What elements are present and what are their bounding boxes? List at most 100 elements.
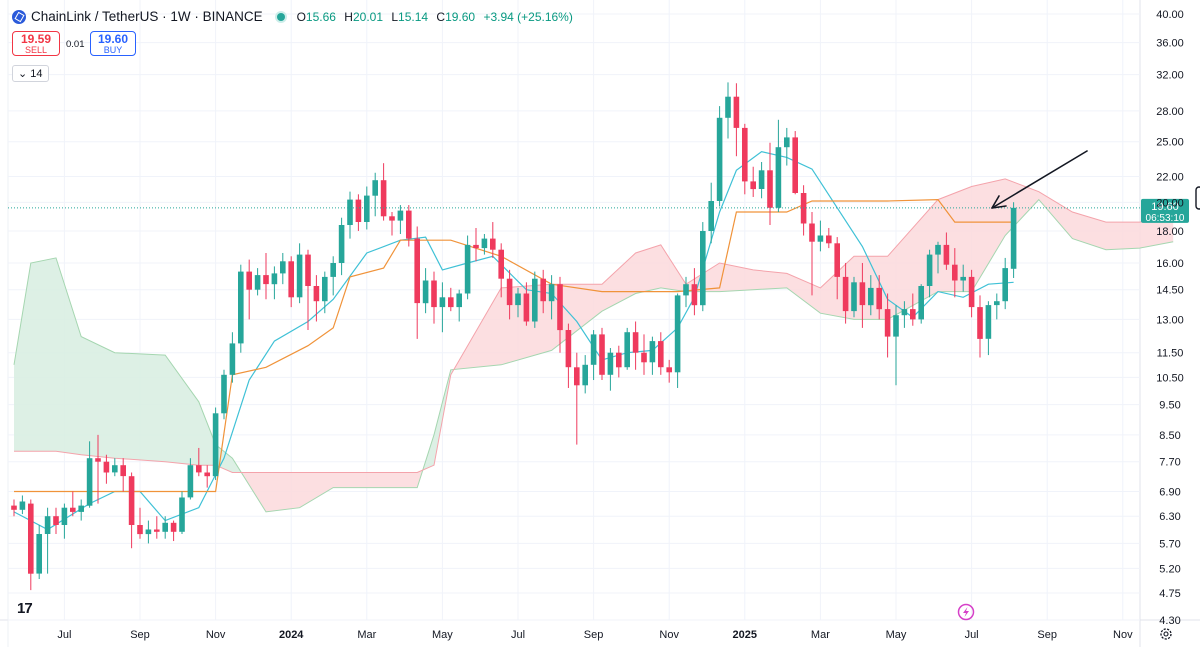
candle-up[interactable] bbox=[582, 364, 588, 386]
candle-down[interactable] bbox=[414, 238, 420, 304]
candle-up[interactable] bbox=[532, 278, 538, 322]
candle-up[interactable] bbox=[481, 238, 488, 249]
candle-down[interactable] bbox=[826, 235, 832, 244]
candle-down[interactable] bbox=[28, 503, 34, 574]
candle-down[interactable] bbox=[53, 516, 59, 525]
candle-down[interactable] bbox=[767, 170, 773, 208]
candle-down[interactable] bbox=[11, 505, 17, 510]
candle-up[interactable] bbox=[960, 276, 966, 281]
candle-down[interactable] bbox=[884, 309, 891, 337]
candle-up[interactable] bbox=[624, 332, 630, 368]
candle-down[interactable] bbox=[196, 465, 202, 473]
candle-down[interactable] bbox=[691, 284, 698, 306]
candle-down[interactable] bbox=[977, 307, 983, 339]
candle-up[interactable] bbox=[674, 295, 681, 373]
candle-up[interactable] bbox=[1002, 268, 1008, 302]
candle-up[interactable] bbox=[607, 352, 614, 375]
candle-down[interactable] bbox=[355, 199, 362, 222]
candle-down[interactable] bbox=[540, 278, 546, 302]
candle-down[interactable] bbox=[733, 96, 740, 128]
candle-down[interactable] bbox=[842, 276, 849, 312]
candle-up[interactable] bbox=[296, 254, 303, 298]
candle-down[interactable] bbox=[809, 223, 815, 242]
candle-up[interactable] bbox=[868, 287, 874, 306]
candle-up[interactable] bbox=[918, 286, 924, 320]
candle-up[interactable] bbox=[700, 231, 706, 306]
indicators-toggle[interactable]: ⌄ 14 bbox=[12, 65, 49, 82]
candle-up[interactable] bbox=[44, 516, 51, 534]
candle-up[interactable] bbox=[19, 501, 26, 510]
candle-down[interactable] bbox=[473, 244, 479, 249]
candle-up[interactable] bbox=[456, 293, 462, 308]
candle-up[interactable] bbox=[775, 147, 782, 208]
candle-down[interactable] bbox=[406, 210, 412, 239]
scroll-handle[interactable] bbox=[1195, 186, 1200, 210]
candle-down[interactable] bbox=[910, 309, 916, 320]
candle-down[interactable] bbox=[599, 334, 605, 375]
candle-up[interactable] bbox=[254, 275, 261, 290]
candle-up[interactable] bbox=[784, 137, 790, 148]
candle-down[interactable] bbox=[565, 330, 572, 368]
candle-down[interactable] bbox=[170, 522, 177, 532]
candle-down[interactable] bbox=[834, 243, 840, 277]
candle-up[interactable] bbox=[86, 458, 93, 506]
candle-up[interactable] bbox=[1010, 207, 1017, 269]
candle-down[interactable] bbox=[792, 137, 798, 193]
candle-down[interactable] bbox=[313, 286, 320, 302]
candle-up[interactable] bbox=[515, 293, 521, 306]
candle-up[interactable] bbox=[212, 413, 219, 477]
candle-down[interactable] bbox=[288, 261, 294, 298]
candle-down[interactable] bbox=[750, 181, 756, 190]
candle-up[interactable] bbox=[548, 284, 555, 302]
candle-up[interactable] bbox=[893, 315, 899, 337]
candle-down[interactable] bbox=[557, 284, 563, 331]
annotation-arrow[interactable] bbox=[991, 150, 1088, 209]
candle-down[interactable] bbox=[137, 525, 143, 535]
candle-up[interactable] bbox=[112, 465, 118, 473]
candle-up[interactable] bbox=[330, 263, 336, 277]
candle-down[interactable] bbox=[574, 367, 580, 386]
candle-up[interactable] bbox=[364, 195, 370, 222]
candle-down[interactable] bbox=[204, 472, 210, 477]
candle-down[interactable] bbox=[154, 529, 160, 532]
candle-down[interactable] bbox=[490, 238, 496, 250]
gear-icon[interactable] bbox=[1160, 628, 1172, 640]
candle-up[interactable] bbox=[422, 280, 429, 304]
candle-up[interactable] bbox=[716, 117, 723, 201]
candle-up[interactable] bbox=[464, 244, 471, 294]
candle-up[interactable] bbox=[935, 244, 941, 255]
candle-up[interactable] bbox=[36, 534, 42, 574]
candle-up[interactable] bbox=[926, 254, 933, 286]
candle-down[interactable] bbox=[859, 282, 866, 306]
candle-down[interactable] bbox=[498, 249, 504, 279]
candle-up[interactable] bbox=[179, 497, 185, 532]
candle-down[interactable] bbox=[952, 264, 958, 281]
candle-up[interactable] bbox=[78, 505, 84, 512]
candle-up[interactable] bbox=[649, 341, 656, 363]
candle-up[interactable] bbox=[590, 334, 597, 365]
tradingview-logo[interactable]: 17 bbox=[17, 600, 33, 617]
candle-up[interactable] bbox=[162, 522, 168, 532]
candle-up[interactable] bbox=[817, 235, 824, 242]
candle-up[interactable] bbox=[280, 261, 286, 274]
symbol-title[interactable]: ChainLink / TetherUS · 1W · BINANCE bbox=[31, 9, 263, 24]
candle-up[interactable] bbox=[238, 271, 244, 344]
candle-up[interactable] bbox=[901, 309, 908, 316]
candle-down[interactable] bbox=[943, 244, 950, 265]
candle-up[interactable] bbox=[347, 199, 353, 225]
buy-button[interactable]: 19.60 BUY bbox=[90, 31, 136, 56]
candle-up[interactable] bbox=[372, 180, 378, 196]
candle-up[interactable] bbox=[851, 282, 857, 312]
candle-up[interactable] bbox=[758, 170, 765, 189]
candle-down[interactable] bbox=[389, 216, 395, 221]
candle-up[interactable] bbox=[985, 305, 992, 339]
candle-up[interactable] bbox=[187, 465, 194, 498]
candle-up[interactable] bbox=[994, 301, 1000, 306]
candle-down[interactable] bbox=[632, 332, 639, 353]
candle-down[interactable] bbox=[523, 293, 530, 322]
candle-up[interactable] bbox=[397, 210, 404, 221]
candle-down[interactable] bbox=[658, 341, 664, 368]
sell-button[interactable]: 19.59 SELL bbox=[12, 31, 60, 56]
candle-down[interactable] bbox=[968, 276, 975, 308]
candle-down[interactable] bbox=[263, 275, 269, 285]
